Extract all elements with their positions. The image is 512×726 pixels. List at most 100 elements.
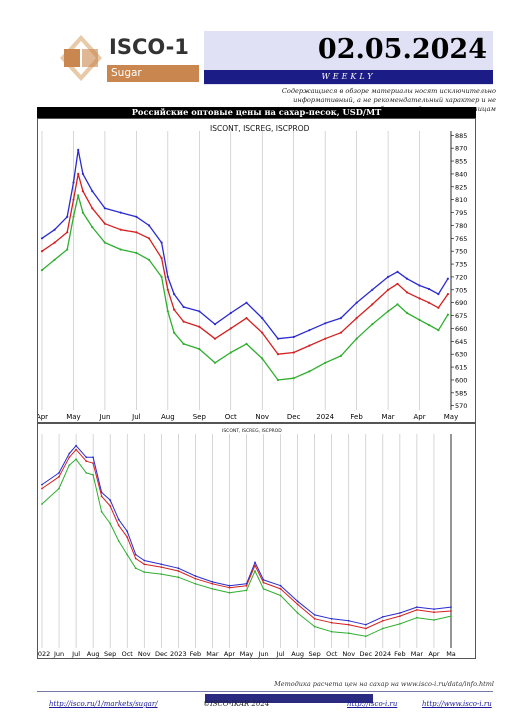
data-point-iscreg: [396, 282, 399, 285]
data-point-iscont: [279, 584, 282, 587]
x-tick-label: Jun: [257, 650, 268, 658]
x-tick-label: Aug: [291, 650, 304, 658]
y-tick-label: 690: [455, 299, 467, 307]
data-point-iscprod: [433, 619, 435, 621]
data-point-iscprod: [339, 354, 342, 357]
x-tick-label: May: [66, 413, 80, 421]
data-point-iscont: [381, 616, 384, 618]
data-point-iscprod: [198, 347, 201, 351]
data-point-iscreg: [324, 337, 327, 340]
x-tick-label: Mar: [381, 413, 394, 421]
data-point-iscreg: [147, 237, 151, 240]
data-point-iscreg: [262, 581, 265, 584]
y-tick-label: 585: [455, 389, 467, 397]
data-point-iscprod: [437, 329, 440, 332]
data-point-iscont: [387, 275, 390, 278]
data-point-iscprod: [229, 351, 232, 354]
data-point-iscont: [276, 337, 280, 340]
footer-link-left[interactable]: http://isco.ru/1/markets/sugar/: [49, 700, 158, 708]
data-point-iscont: [313, 614, 316, 616]
data-point-iscprod: [160, 275, 163, 278]
x-tick-label: Sep: [193, 413, 207, 421]
y-tick-label: 810: [455, 196, 467, 204]
x-tick-label: Nov: [342, 650, 355, 658]
data-point-iscprod: [53, 258, 56, 261]
data-point-iscprod: [77, 194, 80, 197]
data-point-iscont: [228, 584, 231, 587]
data-point-iscprod: [91, 226, 94, 229]
footer-link-right1[interactable]: http://isco-i.ru: [347, 700, 398, 708]
data-point-iscont: [182, 305, 185, 309]
data-point-iscont: [135, 215, 138, 218]
data-point-iscprod: [160, 573, 163, 575]
data-point-iscprod: [279, 594, 282, 597]
data-point-iscprod: [58, 487, 60, 490]
x-tick-label: May: [444, 413, 458, 421]
data-point-iscont: [91, 190, 94, 193]
data-point-iscreg: [53, 241, 56, 244]
data-point-iscont: [109, 499, 112, 501]
data-point-iscreg: [446, 293, 449, 296]
data-point-iscprod: [261, 357, 264, 360]
data-point-iscprod: [276, 378, 280, 382]
footer-link-right2[interactable]: http://www.isco-i.ru: [422, 700, 492, 708]
chart1-svg: Apr May Jun Jul Aug Sep Oct Nov Dec 2024 Feb Mar Apr…: [36, 124, 467, 421]
data-point-iscont: [66, 215, 69, 218]
logo-emblem-icon: [60, 35, 102, 81]
data-point-iscreg: [261, 331, 264, 334]
y-tick-label: 570: [455, 402, 467, 410]
data-point-iscprod: [427, 323, 431, 327]
data-point-iscreg: [72, 198, 75, 201]
data-point-iscprod: [72, 215, 75, 218]
data-point-iscreg: [279, 588, 282, 590]
data-point-iscreg: [109, 505, 112, 507]
footer-note: Методика расчета цен на сахар на www.isc…: [274, 680, 494, 688]
data-point-iscont: [143, 559, 146, 562]
data-point-iscont: [103, 207, 106, 210]
data-point-iscont: [371, 288, 374, 291]
data-point-iscreg: [387, 288, 390, 291]
data-point-iscreg: [276, 353, 280, 356]
data-point-iscprod: [85, 472, 88, 474]
x-tick-label: Jul: [276, 650, 285, 658]
data-point-iscont: [58, 472, 60, 474]
data-point-iscont: [92, 456, 94, 459]
y-tick-label: 780: [455, 222, 467, 230]
data-point-iscont: [177, 567, 180, 570]
data-point-iscreg: [134, 557, 137, 560]
data-point-iscprod: [41, 503, 43, 505]
data-point-iscprod: [292, 377, 295, 380]
data-point-iscreg: [198, 325, 201, 328]
data-point-iscreg: [339, 331, 342, 334]
y-tick-label: 645: [455, 338, 467, 346]
data-point-iscprod: [347, 632, 350, 635]
data-point-iscont: [262, 579, 265, 581]
logo-title: ISCO-1: [109, 35, 189, 59]
data-point-iscprod: [262, 588, 265, 590]
y-tick-label: 855: [455, 158, 467, 166]
data-point-iscont: [211, 581, 214, 583]
x-tick-label: 2024: [375, 650, 392, 658]
data-point-iscprod: [126, 553, 129, 556]
data-point-iscreg: [254, 564, 256, 567]
data-point-iscprod: [143, 571, 146, 573]
data-point-iscprod: [109, 522, 112, 525]
data-point-iscprod: [166, 310, 169, 313]
data-point-iscreg: [75, 448, 77, 451]
data-point-iscont: [437, 293, 440, 296]
data-point-iscreg: [364, 627, 367, 630]
data-point-iscont: [308, 329, 311, 332]
y-tick-label: 735: [455, 261, 467, 269]
data-point-iscreg: [371, 303, 374, 306]
data-point-iscreg: [173, 308, 176, 311]
x-tick-label: Sep: [104, 650, 116, 658]
data-point-iscreg: [347, 623, 350, 626]
data-point-iscont: [166, 275, 169, 278]
data-point-iscreg: [103, 222, 106, 225]
data-point-iscprod: [296, 612, 299, 614]
data-point-iscreg: [40, 250, 44, 253]
x-tick-label: Apr: [428, 650, 440, 658]
data-point-iscreg: [213, 337, 217, 340]
data-point-iscprod: [68, 464, 71, 466]
x-tick-label: Jun: [53, 650, 64, 658]
